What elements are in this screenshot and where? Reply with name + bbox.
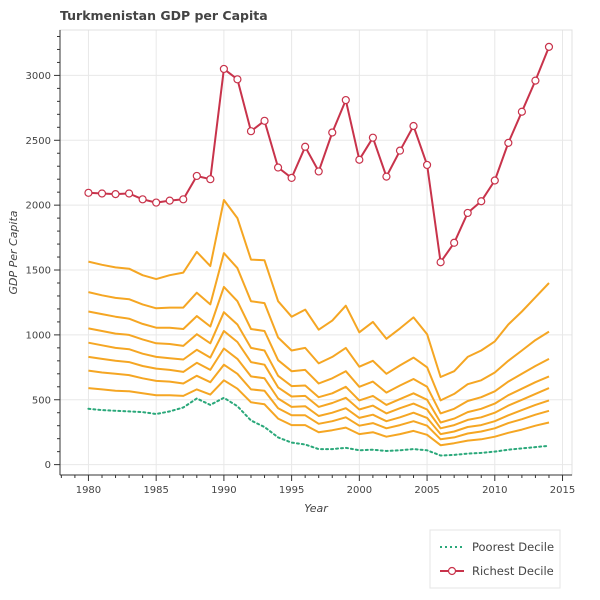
x-tick-label: 2005 (414, 485, 439, 496)
legend-richest-marker (447, 566, 457, 576)
series-line-decile-5 (88, 330, 550, 430)
legend-box (429, 529, 561, 589)
richest-point (111, 190, 120, 199)
chart-title: Turkmenistan GDP per Capita (60, 8, 268, 23)
richest-point (84, 188, 93, 197)
x-tick-label: 2010 (482, 485, 507, 496)
richest-point (97, 189, 107, 198)
richest-point (531, 76, 540, 85)
x-axis-title: Year (304, 502, 329, 515)
richest-point (287, 173, 296, 183)
richest-point (368, 133, 377, 142)
richest-point (314, 167, 323, 176)
richest-point (409, 121, 418, 131)
y-tick-label: 3000 (26, 71, 51, 82)
x-tick-label: 1995 (279, 485, 304, 496)
richest-point (124, 189, 134, 198)
y-tick-label: 500 (32, 395, 51, 406)
y-tick-label: 1500 (26, 266, 51, 277)
legend-poorest-label: Poorest Decile (472, 540, 554, 554)
series-layer (84, 42, 554, 457)
axes: 1980 1985 1990 1995 2000 2005 2010 2015 0 500 1000… (26, 30, 575, 496)
y-tick-label: 2500 (26, 136, 51, 147)
richest-point (273, 163, 283, 172)
richest-point (422, 160, 432, 170)
series-line-decile-9 (88, 199, 550, 378)
richest-point (382, 172, 391, 181)
richest-point (301, 142, 310, 151)
richest-point (246, 127, 256, 136)
richest-point (152, 198, 161, 207)
x-tick-label: 2015 (550, 485, 575, 496)
richest-point (477, 197, 486, 206)
series-line-poorest (87, 396, 550, 457)
richest-point (395, 146, 405, 155)
y-tick-label: 1000 (26, 330, 51, 341)
grid (60, 30, 572, 475)
series-line-decile-7 (88, 285, 550, 415)
richest-point (206, 175, 215, 184)
richest-point (463, 208, 472, 218)
richest-point (138, 195, 147, 204)
richest-point (219, 64, 228, 74)
richest-point (233, 75, 242, 84)
legend: Poorest Decile Richest Decile (429, 529, 561, 589)
series-line-decile-3 (88, 363, 550, 441)
y-axis-title: GDP Per Capita (7, 210, 20, 294)
y-tick-label: 2000 (26, 201, 51, 212)
richest-point (504, 138, 513, 147)
richest-point (179, 195, 188, 204)
richest-point (192, 171, 201, 181)
series-line-decile-4 (88, 347, 550, 436)
x-tick-label: 1985 (143, 485, 168, 496)
x-tick-label: 1980 (76, 485, 101, 496)
richest-point (165, 196, 174, 205)
series-line-decile-8 (88, 252, 550, 402)
series-line-decile-2 (88, 379, 550, 447)
richest-point (355, 155, 364, 164)
richest-point (544, 42, 554, 51)
x-tick-label: 1990 (211, 485, 236, 496)
x-tick-label: 2000 (347, 485, 372, 496)
richest-point (450, 238, 459, 247)
richest-point (490, 176, 499, 185)
richest-point (436, 258, 445, 267)
legend-richest-label: Richest Decile (472, 564, 554, 578)
series-line-richest (88, 46, 550, 264)
richest-point (517, 107, 526, 116)
richest-point (260, 116, 269, 125)
richest-point (341, 95, 350, 105)
richest-point (328, 128, 337, 137)
series-line-decile-6 (88, 311, 550, 424)
y-tick-label: 0 (45, 460, 51, 471)
